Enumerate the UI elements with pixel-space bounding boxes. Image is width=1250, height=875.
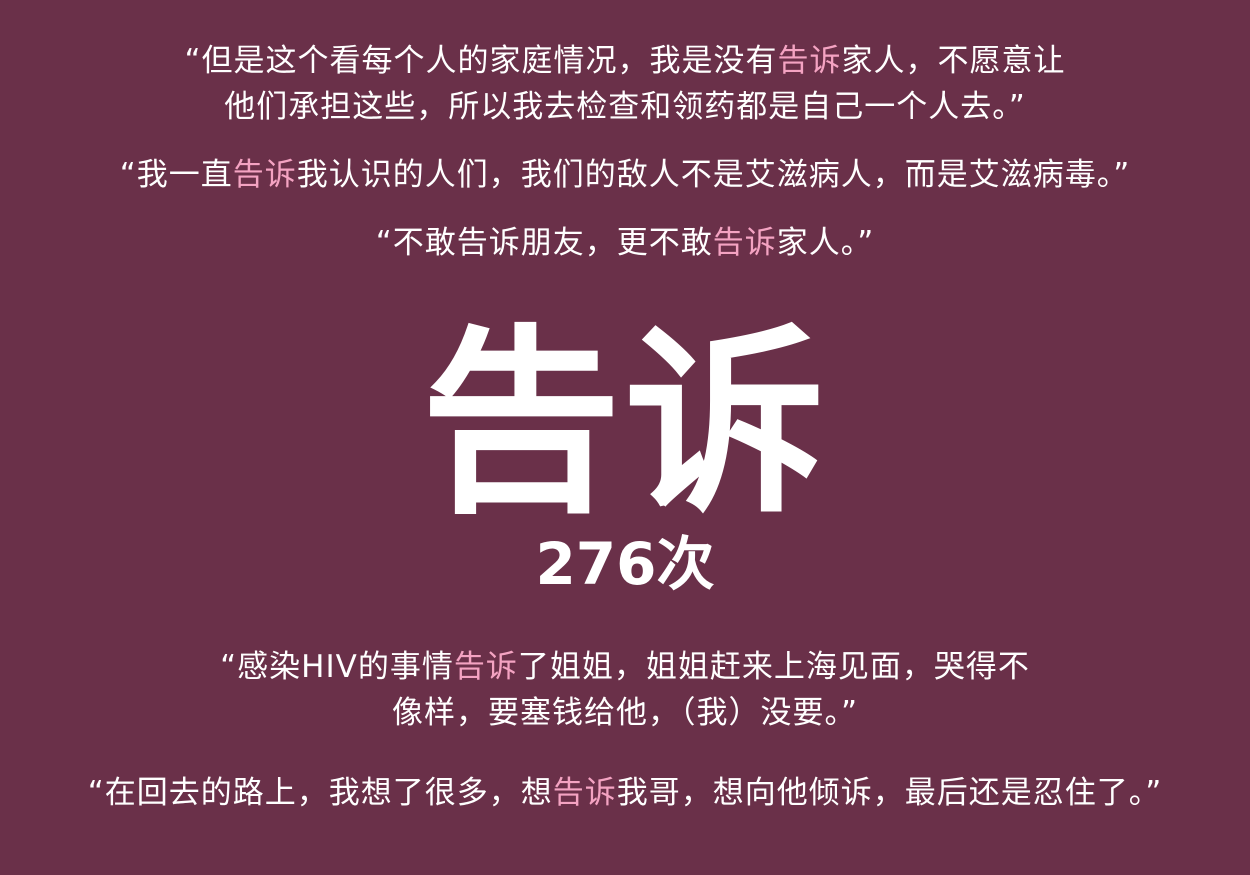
quote-4-line-2: 像样，要塞钱给他，（我）没要。” [0,690,1250,736]
quote-text: “不敢告诉朋友，更不敢 [375,225,713,261]
quote-text: “我一直 [119,157,233,193]
highlight-keyword: 告诉 [453,649,518,685]
quote-text: 像样，要塞钱给他，（我）没要。” [391,695,859,731]
quote-2: “我一直告诉我认识的人们，我们的敌人不是艾滋病人，而是艾滋病毒。” [0,152,1250,198]
quote-text: 我哥，想向他倾诉，最后还是忍住了。” [616,775,1163,811]
highlight-keyword: 告诉 [232,157,297,193]
quote-text: 了姐姐，姐姐赶来上海见面，哭得不 [517,649,1030,685]
keyword-title: 告诉 [420,308,829,541]
quote-3: “不敢告诉朋友，更不敢告诉家人。” [0,220,1250,266]
quote-text: “但是这个看每个人的家庭情况，我是没有 [184,43,778,79]
quote-2-line-1: “我一直告诉我认识的人们，我们的敌人不是艾滋病人，而是艾滋病毒。” [0,152,1250,198]
quote-1-line-2: 他们承担这些，所以我去检查和领药都是自己一个人去。” [0,84,1250,130]
quote-4: “感染HIV的事情告诉了姐姐，姐姐赶来上海见面，哭得不 像样，要塞钱给他，（我）… [0,644,1250,736]
quote-text: 他们承担这些，所以我去检查和领药都是自己一个人去。” [224,89,1026,125]
quote-1-line-1: “但是这个看每个人的家庭情况，我是没有告诉家人，不愿意让 [0,38,1250,84]
highlight-keyword: 告诉 [712,225,777,261]
quote-text: “感染HIV的事情 [220,649,454,685]
quote-4-line-1: “感染HIV的事情告诉了姐姐，姐姐赶来上海见面，哭得不 [0,644,1250,690]
quote-text: 家人。” [776,225,875,261]
quote-1: “但是这个看每个人的家庭情况，我是没有告诉家人，不愿意让 他们承担这些，所以我去… [0,38,1250,130]
quote-5: “在回去的路上，我想了很多，想告诉我哥，想向他倾诉，最后还是忍住了。” [0,770,1250,816]
quote-5-line-1: “在回去的路上，我想了很多，想告诉我哥，想向他倾诉，最后还是忍住了。” [0,770,1250,816]
highlight-keyword: 告诉 [777,43,842,79]
quote-3-line-1: “不敢告诉朋友，更不敢告诉家人。” [0,220,1250,266]
keyword-count: 276次 [535,530,715,598]
highlight-keyword: 告诉 [552,775,617,811]
quote-text: “在回去的路上，我想了很多，想 [87,775,553,811]
quote-text: 我认识的人们，我们的敌人不是艾滋病人，而是艾滋病毒。” [296,157,1131,193]
quote-text: 家人，不愿意让 [841,43,1066,79]
